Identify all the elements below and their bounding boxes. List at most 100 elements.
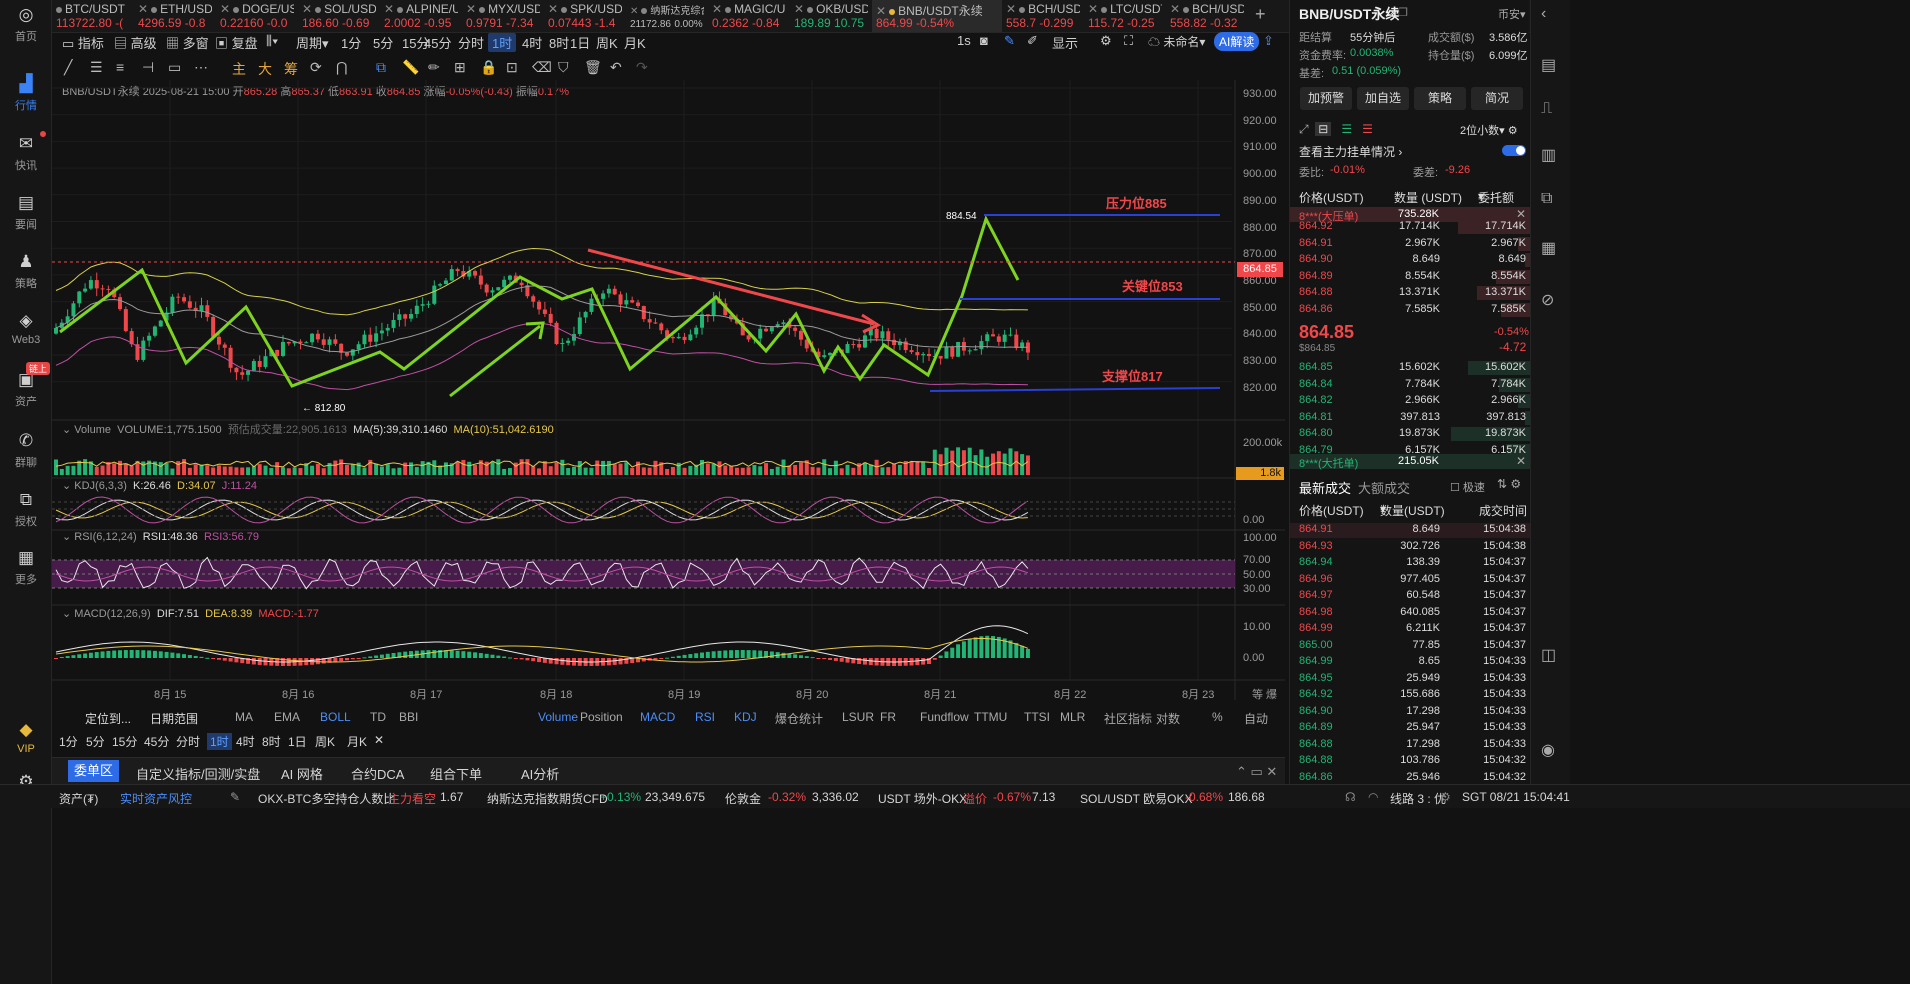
ticker-close-icon[interactable]: ✕ (138, 2, 149, 16)
brush-icon[interactable]: ✏ (428, 59, 440, 75)
nav-item-10[interactable]: ◆ VIP (0, 720, 52, 755)
ticker-tab[interactable]: ✕ SPK/USDT0.07443 -1.4 (544, 0, 626, 32)
assets-label[interactable]: 资产(₮) (59, 792, 99, 806)
interval-4[interactable]: 分时 (458, 36, 485, 51)
ticker-close-icon[interactable]: ✕ (630, 6, 639, 16)
sol-label[interactable]: SOL/USDT 欧易OKX (1080, 792, 1193, 806)
indicator-tab-13[interactable]: Fundflow (920, 710, 969, 724)
indicator-tab-15[interactable]: TTSI (1024, 710, 1050, 724)
ticker-close-icon[interactable]: ✕ (1088, 2, 1099, 16)
indicator-tab-1[interactable]: EMA (274, 710, 301, 724)
ticker-tab[interactable]: ✕ DOGE/USDT0.22160 -0.0 (216, 0, 298, 32)
bottom-interval-6[interactable]: 4时 (236, 735, 255, 749)
interval-7[interactable]: 8时 (549, 36, 570, 51)
indicator-tab-16[interactable]: MLR (1060, 710, 1086, 724)
ticker-tab[interactable]: ✕ BCH/USDT558.7 -0.299 (1002, 0, 1084, 32)
layout-name[interactable]: ☁ 未命名▾ (1148, 35, 1206, 49)
book-fullscreen-icon[interactable]: ⤢ (1299, 122, 1309, 136)
pen-icon[interactable]: ✎ (1004, 33, 1015, 48)
ticker-tab[interactable]: ✕ SOL/USDT186.60 -0.69 (298, 0, 380, 32)
ticker-close-icon[interactable]: ✕ (794, 2, 805, 16)
interval-2[interactable]: 15分 (402, 36, 430, 51)
book-asks-icon[interactable]: ☰ (1362, 122, 1373, 136)
settings-icon[interactable]: ⚙ (1100, 33, 1112, 48)
dock-window-controls[interactable]: ⌃ ▭ ✕ (1236, 764, 1278, 779)
gear-small-icon[interactable]: ⚙ (1440, 790, 1451, 804)
bottom-interval-7[interactable]: 8时 (262, 735, 281, 749)
dock-tab-4[interactable]: 组合下单 (430, 767, 483, 782)
bottom-interval-1[interactable]: 5分 (86, 735, 105, 749)
date-range-select[interactable]: 日期范围 (150, 712, 199, 726)
share-icon[interactable]: ⇪ (1263, 33, 1274, 48)
nav-item-5[interactable]: ◈ Web3 (0, 311, 52, 346)
trades-settings-icon[interactable]: ⇅ ⚙ (1497, 477, 1522, 491)
bottom-interval-9[interactable]: 周K (315, 735, 336, 749)
chips-icon[interactable]: 筹 (284, 61, 298, 77)
close-big-bid-icon[interactable]: ✕ (1516, 454, 1527, 468)
multi-line-icon[interactable]: ☰ (90, 59, 103, 75)
nav-item-0[interactable]: ◎ 首页 (0, 5, 52, 44)
nav-item-8[interactable]: ⧉ 授权 (0, 490, 52, 529)
ticker-tab[interactable]: ✕ BNB/USDT永续 864.99 -0.54% (872, 0, 1002, 32)
add-tab-icon[interactable]: + (1255, 4, 1266, 24)
dock-tab-5[interactable]: AI分析 (521, 767, 560, 782)
indicators-button[interactable]: ▭ 指标 (62, 36, 104, 51)
ticker-close-icon[interactable]: ✕ (466, 2, 477, 16)
ticker-close-icon[interactable]: ✕ (712, 2, 723, 16)
headset-icon[interactable]: ☊ (1345, 790, 1356, 804)
magnet-icon[interactable]: ⋂ (336, 59, 348, 75)
ticker-tab[interactable]: ✕ MYX/USDT0.9791 -7.34 (462, 0, 544, 32)
ticker-tab[interactable]: BTC/USDT 113722.80 -( (52, 0, 134, 32)
book-row[interactable]: 864.81 397.813 397.813 (1290, 410, 1530, 426)
nav-item-7[interactable]: ✆ 群聊 (0, 431, 52, 470)
stats-icon[interactable]: ▥ (1541, 147, 1557, 164)
lock-icon[interactable]: 🔒 (480, 59, 498, 75)
interval-1[interactable]: 5分 (373, 36, 394, 51)
horizontal-line-icon[interactable]: ⊣ (142, 59, 155, 75)
ticker-tab[interactable]: ✕ 纳斯达克综合指数 21172.86 0.00% (626, 0, 708, 32)
close-interval-icon[interactable]: ✕ (374, 733, 385, 747)
replay-button[interactable]: ▣ 复盘 (215, 36, 258, 51)
indicator-tab-12[interactable]: FR (880, 710, 896, 724)
tab-large-trades[interactable]: 大额成交 (1358, 481, 1411, 496)
risk-control-link[interactable]: 实时资产风控 (120, 792, 193, 806)
book-header-qty[interactable]: 数量 (USDT) (1394, 191, 1462, 205)
ticker-tab[interactable]: ✕ BCH/USDT558.82 -0.32 (1166, 0, 1248, 32)
bottom-interval-10[interactable]: 月K (347, 735, 368, 749)
book-row[interactable]: 864.84 7.784K 7.784K (1290, 377, 1530, 393)
grid-icon[interactable]: ▦ (1541, 240, 1557, 257)
ndx-label[interactable]: 纳斯达克指数期货CFD (487, 792, 608, 806)
nav-item-4[interactable]: ♟ 策略 (0, 252, 52, 291)
axis-settings-icon[interactable]: 等 爆 (1252, 689, 1278, 701)
nav-item-9[interactable]: ▦ 更多 (0, 548, 52, 587)
camera-icon[interactable]: ◙ (980, 33, 988, 48)
collapse-panel-icon[interactable]: ‹ (1541, 5, 1547, 22)
indicator-tab-9[interactable]: KDJ (734, 710, 757, 724)
ticker-tab[interactable]: ✕ ETH/USDT4296.59 -0.8 (134, 0, 216, 32)
book-row[interactable]: 864.90 8.649 8.649 (1290, 253, 1530, 268)
ticker-tab[interactable]: ✕ ALPINE/USDT2.0002 -0.95 (380, 0, 462, 32)
nav-item-6[interactable]: ▣ 资产 链上 (0, 362, 52, 409)
sync-icon[interactable]: ⟳ (310, 59, 322, 75)
bottom-interval-0[interactable]: 1分 (59, 735, 78, 749)
fast-checkbox[interactable]: ☐ 极速 (1450, 482, 1485, 494)
tab-latest-trades[interactable]: 最新成交 (1299, 481, 1352, 496)
book-header-total[interactable]: 委托额 ▾ (1478, 189, 1515, 205)
big-bid-row[interactable]: 8***(大托单) 215.05K ✕ (1290, 454, 1530, 470)
decimal-select[interactable]: 2位小数▾ ⚙ (1460, 125, 1518, 137)
book-row[interactable]: 864.91 2.967K 2.967K (1290, 236, 1530, 252)
trade-header-qty[interactable]: 数量(USDT) ▾ (1380, 502, 1445, 518)
indicator-tab-19[interactable]: % (1212, 710, 1223, 724)
eraser-icon[interactable]: ⌫ (532, 59, 552, 75)
ruler-icon[interactable]: 📏 (402, 59, 420, 75)
interval-0[interactable]: 1分 (341, 36, 362, 51)
indicator-tab-7[interactable]: MACD (640, 710, 676, 724)
parallel-lines-icon[interactable]: ≡ (116, 59, 125, 75)
ticker-close-icon[interactable]: ✕ (1006, 2, 1017, 16)
bottom-interval-4[interactable]: 分时 (176, 735, 201, 749)
nav-item-2[interactable]: ✉ 快讯 (0, 131, 52, 173)
locate-button[interactable]: 定位到... (85, 712, 132, 726)
indicator-tab-3[interactable]: TD (370, 710, 386, 724)
add-alert-button[interactable]: 加预警 (1300, 87, 1352, 110)
filter-icon[interactable]: ⛉ (558, 59, 569, 75)
